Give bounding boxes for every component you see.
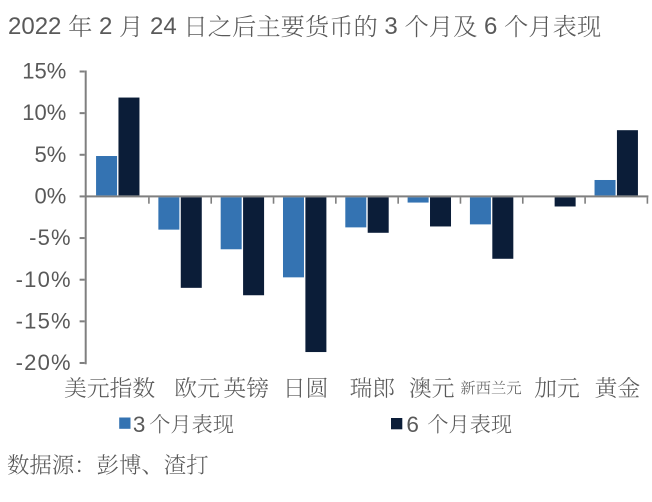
svg-text:10%: 10% xyxy=(22,100,66,125)
svg-text:-10%: -10% xyxy=(16,267,72,292)
svg-text:3: 3 xyxy=(133,412,146,437)
svg-text:15%: 15% xyxy=(22,59,66,84)
svg-text:6: 6 xyxy=(484,13,497,40)
svg-text:5%: 5% xyxy=(35,142,67,167)
svg-text:2: 2 xyxy=(99,13,112,40)
svg-text:-5%: -5% xyxy=(29,225,72,250)
svg-text:24: 24 xyxy=(150,13,177,40)
svg-text:0%: 0% xyxy=(35,184,67,209)
svg-text:6: 6 xyxy=(406,412,419,437)
svg-text:3: 3 xyxy=(384,13,397,40)
svg-text:2022: 2022 xyxy=(8,13,61,40)
svg-text:-20%: -20% xyxy=(16,350,72,375)
svg-text:-15%: -15% xyxy=(16,308,72,333)
